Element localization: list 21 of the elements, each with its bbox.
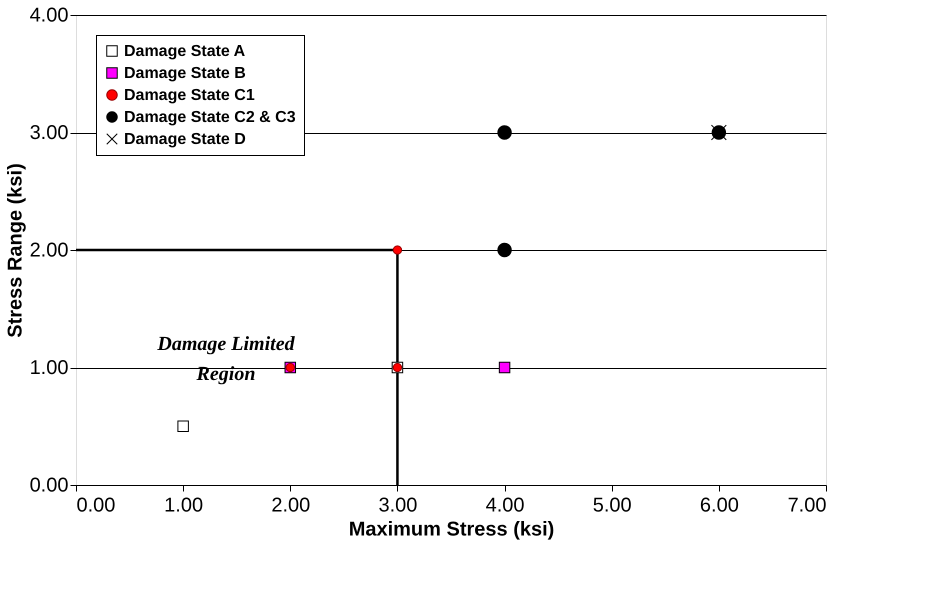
y-tick-label: 3.00 [30, 122, 68, 144]
legend-label: Damage State B [124, 65, 246, 82]
x-axis-title: Maximum Stress (ksi) [348, 518, 554, 540]
y-axis-title: Stress Range (ksi) [4, 163, 27, 338]
annotation: Damage Limited Region [156, 333, 296, 385]
legend-label: Damage State A [124, 43, 246, 60]
y-tick-label: 1.00 [30, 357, 68, 379]
x-tick-label: 2.00 [271, 494, 310, 516]
x-tick-label: 0.00 [76, 494, 116, 516]
legend-label: Damage State D [124, 131, 246, 148]
x-tick-label: 5.00 [592, 494, 632, 516]
legend-label: Damage State C2 & C3 [124, 109, 296, 126]
legend-label: Damage State C1 [124, 87, 255, 104]
x-tick-label: 6.00 [700, 494, 739, 516]
x-tick-label: 7.00 [788, 494, 826, 516]
y-tick-label: 4.00 [30, 4, 68, 26]
x-tick-label: 3.00 [378, 494, 418, 516]
y-tick-label: 2.00 [30, 240, 68, 262]
x-tick-label: 4.00 [486, 494, 525, 516]
y-tick-label: 0.00 [30, 474, 68, 496]
x-tick-label: 1.00 [164, 494, 204, 516]
